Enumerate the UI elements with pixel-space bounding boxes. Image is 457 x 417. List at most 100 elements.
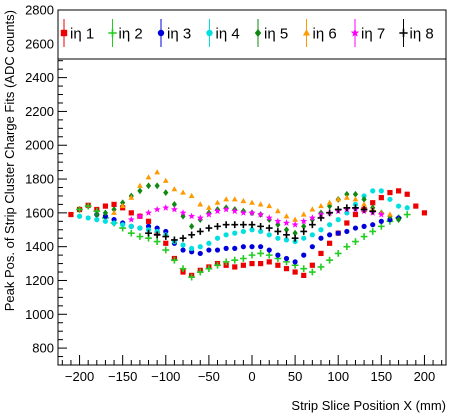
y-tick-label: 1400 — [25, 239, 54, 254]
data-point — [145, 218, 152, 224]
data-point — [292, 259, 298, 265]
data-point — [334, 206, 342, 213]
data-point — [248, 209, 256, 216]
data-point — [318, 227, 324, 233]
data-point — [223, 262, 229, 268]
data-point — [102, 213, 109, 219]
data-point — [248, 221, 256, 229]
legend-label: iη 3 — [167, 26, 191, 43]
data-point — [136, 233, 144, 240]
data-point — [179, 265, 187, 273]
data-point — [179, 234, 187, 242]
data-point — [231, 256, 239, 264]
data-point — [369, 207, 377, 215]
data-point — [327, 232, 333, 238]
data-point — [205, 210, 213, 218]
x-tick-label: 200 — [414, 369, 436, 384]
data-point — [119, 202, 126, 209]
data-point — [301, 235, 307, 241]
data-point — [327, 222, 333, 228]
data-point — [275, 221, 281, 229]
legend-entry: iη 6 — [302, 19, 337, 47]
data-point — [309, 216, 315, 223]
data-point — [196, 268, 204, 276]
data-point — [378, 218, 384, 224]
data-point — [232, 264, 238, 270]
data-point — [85, 215, 91, 221]
data-point — [180, 189, 186, 195]
data-point — [249, 244, 255, 250]
data-point — [137, 225, 143, 231]
data-point — [137, 187, 143, 195]
data-point — [197, 201, 204, 207]
data-point — [214, 199, 221, 205]
data-point — [240, 197, 247, 204]
legend-entry: iη 1 — [60, 19, 94, 47]
y-axis-title: Peak Pos. of Strip Cluster Charge Fits (… — [2, 10, 17, 311]
data-point — [171, 186, 178, 192]
data-point — [249, 199, 255, 205]
x-tick-label: 0 — [248, 369, 255, 384]
y-tick-label: 800 — [32, 341, 54, 356]
data-point — [162, 204, 170, 211]
data-point — [257, 223, 265, 230]
data-point — [300, 217, 308, 225]
data-point — [274, 228, 282, 235]
data-point — [387, 189, 393, 196]
data-point — [189, 245, 195, 251]
data-point — [248, 251, 256, 259]
y-tick-label: 2600 — [25, 36, 54, 51]
data-point — [266, 232, 272, 238]
data-point — [344, 190, 350, 198]
data-point — [352, 211, 359, 218]
data-point — [120, 199, 126, 207]
data-point — [163, 240, 169, 246]
data-point — [162, 233, 170, 240]
data-marks — [68, 169, 428, 281]
data-point — [309, 244, 315, 250]
data-point — [180, 242, 186, 248]
legend-label: iη 8 — [410, 26, 434, 43]
data-point — [352, 201, 359, 208]
data-point — [189, 223, 195, 230]
data-point — [127, 215, 135, 223]
data-point — [214, 207, 221, 215]
legend-entry: iη 3 — [157, 19, 191, 47]
data-point — [102, 203, 109, 209]
y-axis: 800 1000 1200 1400 1600 1800 2000 2200 2400 2600 2… — [25, 3, 67, 366]
y-tick-label: 1000 — [25, 307, 54, 322]
data-point — [292, 229, 298, 237]
data-point — [283, 219, 290, 226]
data-point — [145, 209, 152, 216]
data-point — [153, 205, 161, 213]
data-point — [154, 169, 161, 175]
data-point — [361, 201, 367, 207]
legend-label: iη 1 — [70, 26, 94, 43]
data-point — [283, 213, 290, 219]
data-point — [283, 231, 290, 239]
data-point — [370, 222, 376, 228]
data-point — [327, 240, 333, 246]
data-point — [153, 231, 161, 239]
data-point — [343, 204, 351, 212]
legend-marker — [350, 28, 360, 37]
x-axis: −200 −150 −100 −50 0 50 100 150 200 — [61, 355, 443, 384]
data-point — [352, 204, 359, 212]
data-point — [275, 208, 281, 214]
data-point — [240, 262, 246, 268]
data-point — [206, 204, 212, 210]
data-point — [283, 237, 290, 243]
data-point — [249, 260, 255, 267]
data-point — [352, 238, 359, 245]
data-point — [301, 272, 307, 279]
data-point — [197, 244, 203, 250]
data-point — [128, 194, 135, 200]
data-point — [370, 200, 376, 206]
data-point — [275, 262, 281, 268]
data-point — [231, 221, 239, 229]
legend-marker — [157, 29, 165, 37]
data-point — [421, 210, 428, 216]
data-point — [300, 265, 308, 273]
legend-marker — [399, 28, 408, 38]
data-point — [214, 223, 221, 230]
